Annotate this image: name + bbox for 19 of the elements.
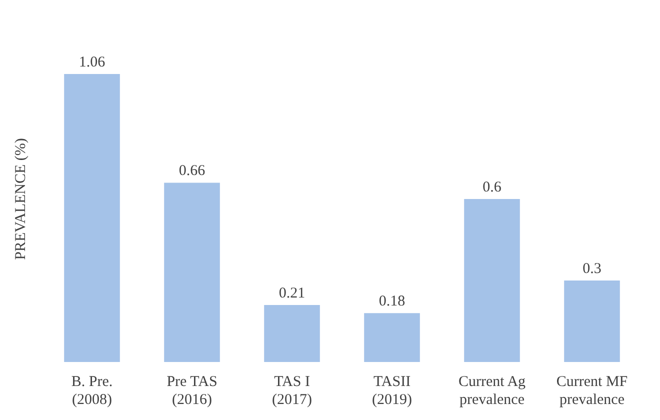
bar [564,280,620,362]
bar [364,313,420,362]
data-label: 0.3 [582,260,602,277]
x-tick-label: Pre TAS (2016) [166,374,218,408]
data-label: 1.06 [78,54,106,70]
x-tick-label: Current Ag prevalence [458,374,526,408]
data-label: 0.21 [278,285,306,302]
bar [164,182,220,362]
x-tick-label: TASII (2019) [372,374,412,408]
bar [64,74,120,362]
data-label: 0.6 [482,179,502,196]
y-axis-title: PREVALENCE (%) [12,138,29,260]
bar [464,199,520,362]
x-tick-label: TAS I (2017) [272,374,312,408]
x-tick-label: B. Pre. (2008) [71,374,113,408]
bar [264,304,320,362]
x-tick-label: Current MF prevalence [556,374,628,408]
data-label: 0.18 [378,294,406,310]
data-label: 0.66 [178,163,206,180]
